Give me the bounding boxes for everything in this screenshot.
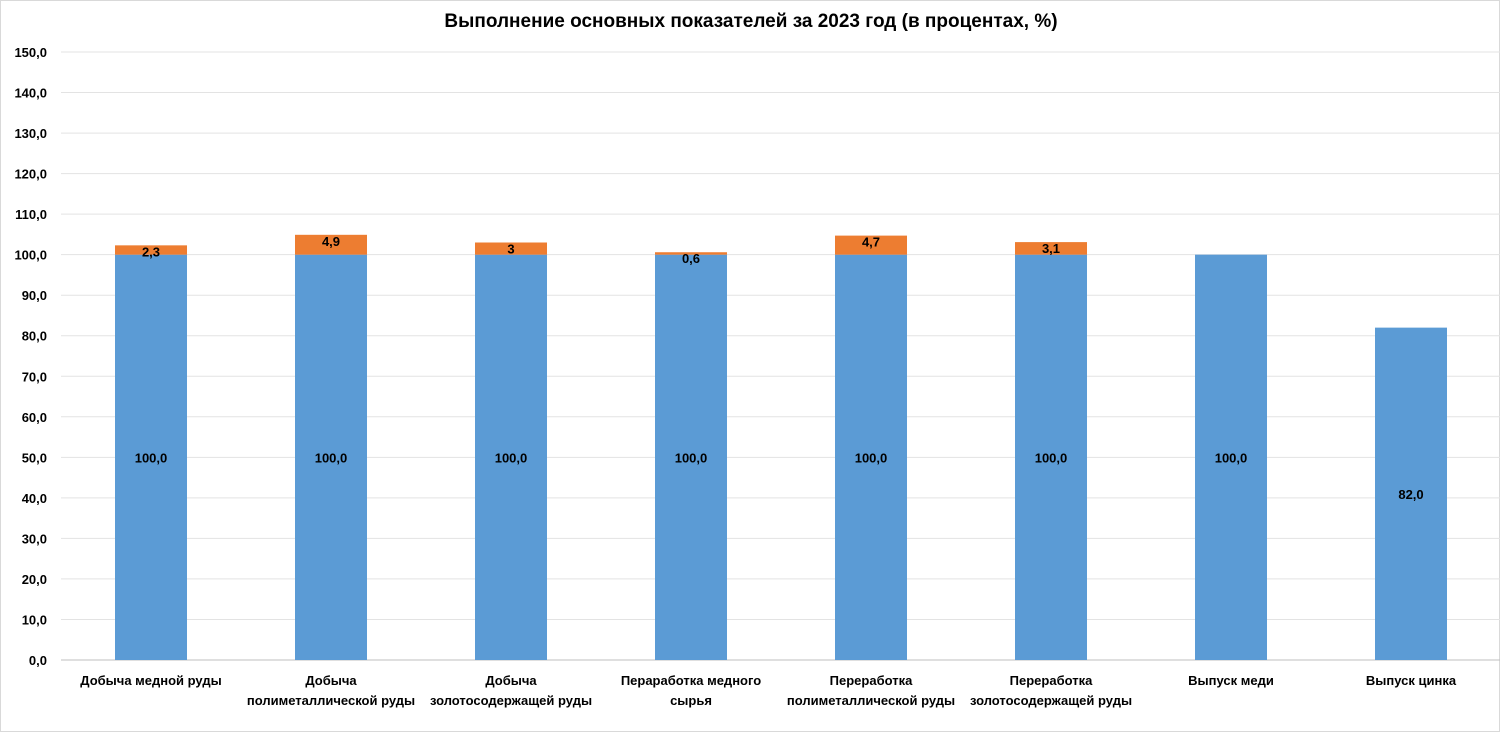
- x-category-label: сырья: [670, 693, 712, 708]
- bar-base: [1375, 327, 1447, 660]
- y-tick-label: 40,0: [22, 491, 47, 506]
- y-tick-label: 120,0: [14, 167, 47, 182]
- y-tick-label: 80,0: [22, 329, 47, 344]
- y-tick-label: 50,0: [22, 450, 47, 465]
- bar-base: [1015, 254, 1087, 660]
- bar-excess: [475, 242, 547, 255]
- bar-excess: [835, 235, 907, 255]
- y-tick-label: 90,0: [22, 288, 47, 303]
- y-tick-label: 30,0: [22, 531, 47, 546]
- bar-base: [115, 254, 187, 660]
- bar-base: [475, 254, 547, 660]
- x-category-label: полиметаллической руды: [247, 693, 415, 708]
- data-label-excess: 3: [507, 242, 514, 257]
- x-category-label: Переработка: [1010, 673, 1093, 688]
- data-label-base: 100,0: [495, 450, 528, 465]
- data-label-excess: 3,1: [1042, 241, 1060, 256]
- data-label-base: 100,0: [135, 450, 168, 465]
- y-tick-label: 150,0: [14, 45, 47, 60]
- y-tick-label: 100,0: [14, 248, 47, 263]
- bar-base: [835, 254, 907, 660]
- bar-base: [295, 254, 367, 660]
- y-tick-label: 130,0: [14, 126, 47, 141]
- x-category-label: Добыча: [305, 673, 357, 688]
- x-category-label: Выпуск цинка: [1366, 673, 1457, 688]
- data-label-base: 100,0: [855, 450, 888, 465]
- x-category-label: полиметаллической руды: [787, 693, 955, 708]
- y-tick-label: 70,0: [22, 369, 47, 384]
- data-label-excess: 0,6: [682, 251, 700, 266]
- data-label-excess: 4,7: [862, 235, 880, 250]
- y-tick-label: 140,0: [14, 86, 47, 101]
- y-tick-label: 110,0: [15, 207, 47, 222]
- data-label-base: 100,0: [1035, 450, 1068, 465]
- x-category-label: Переработка: [830, 673, 913, 688]
- chart-title: Выполнение основных показателей за 2023 …: [444, 11, 1058, 32]
- data-label-base: 100,0: [1215, 450, 1248, 465]
- data-label-base: 82,0: [1398, 487, 1423, 502]
- x-category-label: Добыча медной руды: [80, 673, 221, 688]
- x-category-label: Пераработка медного: [621, 673, 761, 688]
- x-category-label: золотосодержащей руды: [970, 693, 1132, 708]
- x-category-label: Выпуск меди: [1188, 673, 1274, 688]
- bar-excess: [115, 245, 187, 255]
- y-tick-label: 0,0: [29, 653, 47, 668]
- bar-base: [655, 254, 727, 660]
- data-label-excess: 2,3: [142, 244, 160, 259]
- bar-excess: [655, 252, 727, 255]
- y-tick-label: 20,0: [22, 572, 47, 587]
- data-label-base: 100,0: [675, 450, 708, 465]
- x-category-label: Добыча: [485, 673, 537, 688]
- bar-excess: [1015, 242, 1087, 255]
- data-label-base: 100,0: [315, 450, 348, 465]
- y-tick-label: 60,0: [22, 410, 47, 425]
- bar-base: [1195, 254, 1267, 660]
- bar-excess: [295, 234, 367, 255]
- data-label-excess: 4,9: [322, 234, 340, 249]
- x-category-label: золотосодержащей руды: [430, 693, 592, 708]
- y-tick-label: 10,0: [22, 612, 47, 627]
